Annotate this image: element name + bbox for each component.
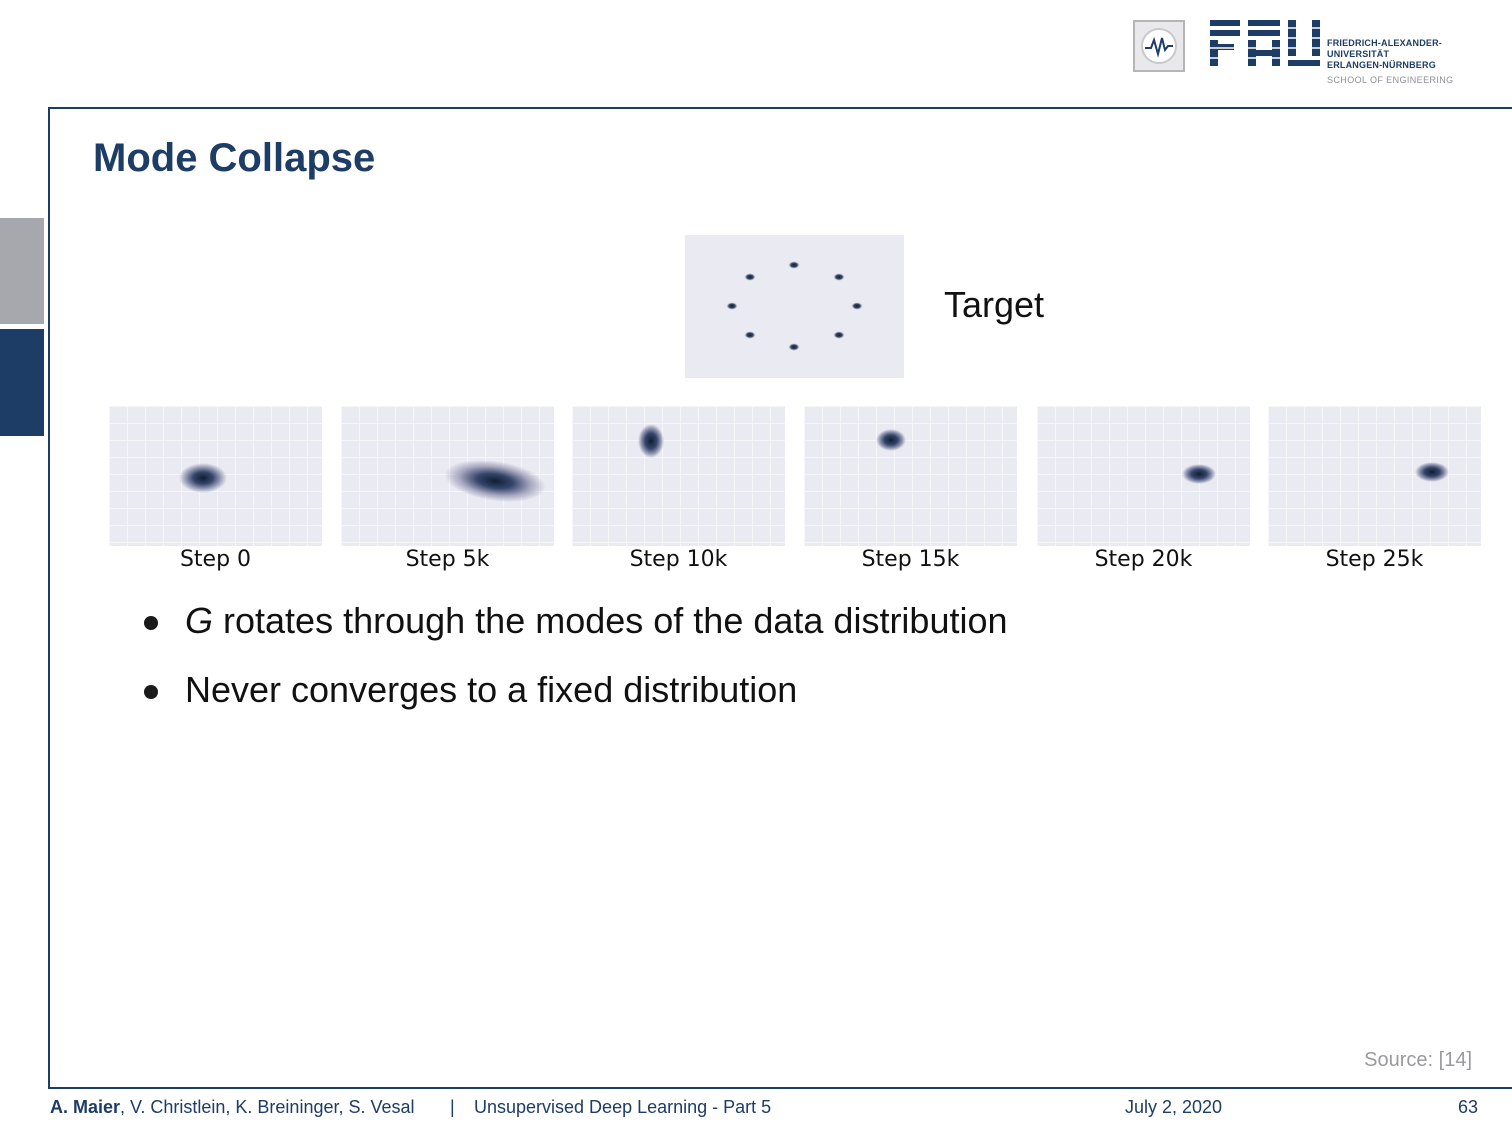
generator-symbol: G	[185, 600, 214, 641]
step-5k-plot	[341, 406, 554, 546]
step-0-plot	[109, 406, 322, 546]
target-distribution-image	[685, 235, 904, 378]
fau-logo	[1210, 20, 1320, 66]
footer-date: July 2, 2020	[1125, 1097, 1223, 1117]
step-label-20k: Step 20k	[1094, 547, 1193, 572]
footer-authors: A. Maier, V. Christlein, K. Breininger, …	[50, 1097, 415, 1118]
footer-course: Unsupervised Deep Learning - Part 5	[474, 1097, 772, 1117]
university-name: FRIEDRICH-ALEXANDER- UNIVERSITÄT ERLANGE…	[1327, 38, 1442, 71]
bullet-list: G rotates through the modes of the data …	[140, 600, 1008, 738]
step-label-5k: Step 5k	[405, 547, 490, 572]
step-15k-plot	[804, 406, 1017, 546]
step-label-10k: Step 10k	[629, 547, 728, 572]
footer-separator: |	[450, 1097, 455, 1117]
target-label: Target	[944, 284, 1045, 325]
step-label-25k: Step 25k	[1325, 547, 1424, 572]
footer-page-number: 63	[1458, 1097, 1479, 1117]
step-20k-plot	[1037, 406, 1250, 546]
section-marker-inactive	[0, 218, 44, 324]
lme-logo	[1133, 20, 1185, 72]
target-modes	[726, 261, 863, 351]
step-label-0: Step 0	[179, 547, 252, 572]
section-marker-active	[0, 329, 44, 436]
footer-author-main: A. Maier	[50, 1097, 121, 1117]
source-citation: Source: [14]	[1364, 1049, 1472, 1071]
university-line-2: UNIVERSITÄT	[1327, 49, 1390, 59]
step-25k-plot	[1268, 406, 1481, 546]
step-label-15k: Step 15k	[861, 547, 960, 572]
page-title: Mode Collapse	[93, 136, 376, 180]
university-line-3: ERLANGEN-NÜRNBERG	[1327, 60, 1436, 70]
footer-authors-rest: , V. Christlein, K. Breininger, S. Vesal	[120, 1097, 415, 1117]
bullet-item: G rotates through the modes of the data …	[140, 600, 1008, 669]
bullet-item: Never converges to a fixed distribution	[140, 669, 1008, 738]
bullet-text: rotates through the modes of the data di…	[213, 600, 1008, 641]
step-10k-plot	[572, 406, 785, 546]
slide-frame	[48, 107, 1512, 1089]
school-name: SCHOOL OF ENGINEERING	[1327, 75, 1454, 85]
university-line-1: FRIEDRICH-ALEXANDER-	[1327, 38, 1442, 48]
